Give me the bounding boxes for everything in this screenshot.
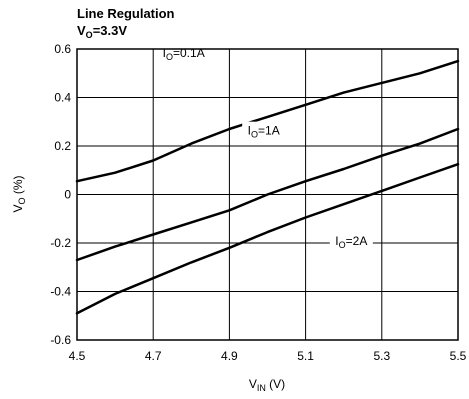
series-label-tail: =1A <box>258 124 280 138</box>
tick-labels: 4.5 4.7 4.9 5.1 5.3 5.5 0.6 0.4 0.2 0 -0.2 -0.4 -0.6 <box>50 42 466 363</box>
y-axis-label-tail: (%) <box>11 175 25 197</box>
series-label: IO=2A <box>335 234 367 250</box>
x-axis-label: VIN (V) <box>249 377 285 393</box>
series-label-backdrop <box>242 121 286 139</box>
x-tick-label: 5.1 <box>297 349 314 363</box>
x-axis-label-tail: (V) <box>266 377 285 391</box>
series-label-main: I <box>335 234 338 248</box>
x-tick-label: 4.7 <box>145 349 162 363</box>
series-label-sub: O <box>251 130 258 140</box>
y-tick-label: -0.2 <box>50 236 71 250</box>
series-line <box>75 127 460 262</box>
series-line <box>75 162 460 315</box>
chart-subtitle-main: V <box>77 23 86 38</box>
y-axis-label-sub: O <box>17 197 27 204</box>
y-tick-label: 0.6 <box>54 42 71 56</box>
x-tick-label: 5.5 <box>450 349 467 363</box>
series-label-main: I <box>163 46 166 60</box>
x-tick-label: 4.5 <box>69 349 86 363</box>
series-label-backdrop <box>329 232 373 249</box>
x-axis-label-sub: IN <box>257 383 266 393</box>
chart-title: Line Regulation <box>77 6 175 21</box>
series-lines <box>75 59 460 315</box>
series-line <box>75 59 460 183</box>
series-label-sub: O <box>166 52 173 62</box>
chart-subtitle: VO=3.3V <box>77 23 127 40</box>
series-label-sub: O <box>339 240 346 250</box>
chart-subtitle-sub: O <box>86 30 93 40</box>
chart-subtitle-tail: =3.3V <box>93 23 128 38</box>
series-label-tail: =0.1A <box>173 46 205 60</box>
y-tick-label: -0.4 <box>50 285 71 299</box>
x-tick-label: 4.9 <box>221 349 238 363</box>
grid-lines <box>77 49 458 340</box>
y-tick-label: -0.6 <box>50 333 71 347</box>
y-tick-label: 0 <box>64 188 71 202</box>
x-axis-label-main: V <box>249 377 257 391</box>
series-label: IO=1A <box>248 124 280 140</box>
y-tick-label: 0.2 <box>54 139 71 153</box>
plot-frame <box>76 48 459 341</box>
series-label-tail: =2A <box>346 234 368 248</box>
x-tick-label: 5.3 <box>373 349 390 363</box>
y-axis-label-main: V <box>11 205 25 213</box>
y-tick-label: 0.4 <box>54 91 71 105</box>
y-axis-label: VO (%) <box>11 175 27 212</box>
series-label-main: I <box>248 124 251 138</box>
